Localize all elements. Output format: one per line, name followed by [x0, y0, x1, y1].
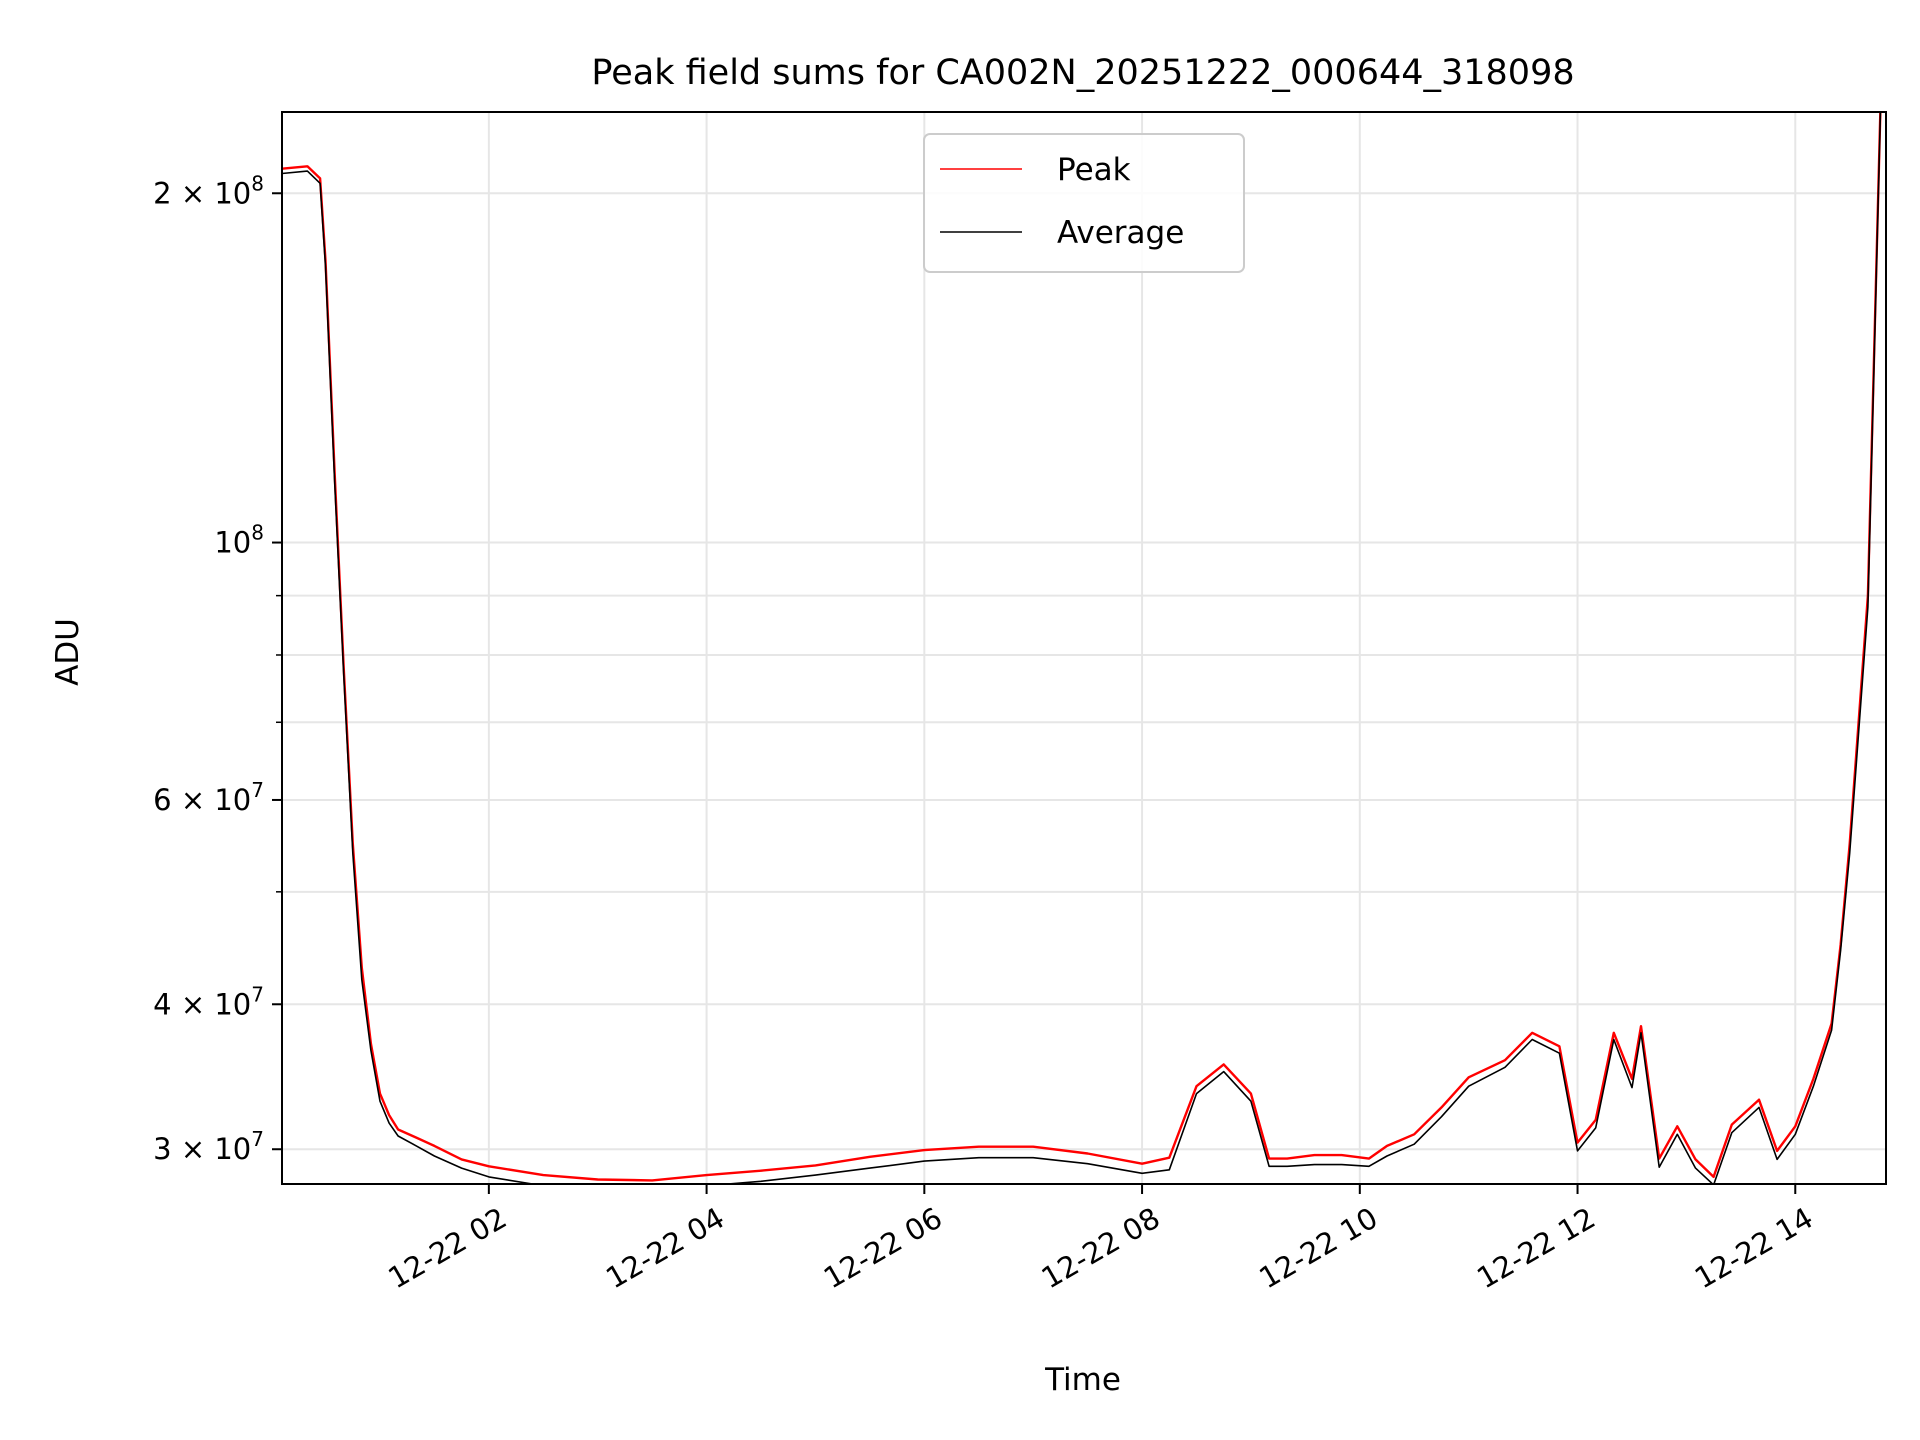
chart-title: Peak field sums for CA002N_20251222_0006…	[591, 53, 1574, 93]
y-tick-label-4: 2 × 108	[153, 171, 264, 210]
grid	[282, 112, 1886, 1184]
y-tick-label-0: 3 × 107	[153, 1127, 264, 1166]
y-tick-label-1: 4 × 107	[153, 982, 264, 1021]
series-line-peak	[282, 112, 1882, 1182]
plot-frame	[281, 111, 1887, 1185]
legend-label-average: Average	[1057, 215, 1184, 251]
series-line-average	[282, 112, 1882, 1184]
y-tick-label-2: 6 × 107	[153, 778, 264, 817]
series-group	[282, 112, 1882, 1184]
y-tick-label-3: 108	[214, 521, 264, 560]
legend: Peak Average	[923, 133, 1245, 273]
y-axis-label: ADU	[50, 618, 86, 686]
x-axis-label: Time	[1044, 1362, 1121, 1398]
legend-label-peak: Peak	[1057, 152, 1131, 188]
